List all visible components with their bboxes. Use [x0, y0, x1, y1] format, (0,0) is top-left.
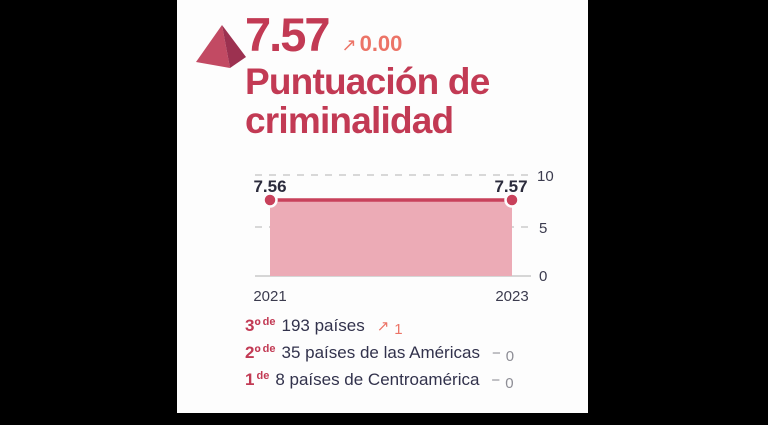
rank-scope-label: 35 países de las Américas: [281, 343, 480, 362]
ranking-row-global: 3º de 193 países ↗ 1: [245, 316, 514, 338]
trend-up-icon: ↗: [341, 35, 357, 55]
crime-score-card: 7.57 ↗ 0.00 Puntuación de criminalidad 7.…: [177, 0, 588, 413]
rank-ordinal-suffix: de: [262, 316, 276, 328]
score-delta: ↗ 0.00: [341, 31, 402, 57]
y-tick-0: 0: [539, 268, 547, 285]
point-label-2023: 7.57: [494, 177, 527, 196]
page-title-line2: criminalidad: [245, 100, 454, 141]
rank-number: 3º: [245, 316, 261, 335]
rank-number: 2º: [245, 343, 261, 362]
rank-change-value: 0: [505, 348, 515, 365]
no-change-icon: −: [491, 345, 501, 362]
rank-change-value: 1: [394, 321, 403, 338]
x-tick-2023: 2023: [495, 288, 528, 305]
data-point-2023: [504, 192, 520, 208]
rank-scope-label: 8 países de Centroamérica: [275, 370, 480, 389]
rank-ordinal-suffix: de: [262, 343, 276, 355]
x-tick-2021: 2021: [253, 288, 286, 305]
rank-number: 1: [245, 370, 255, 389]
page-title: Puntuación de criminalidad: [245, 62, 490, 140]
trend-up-icon: ↗: [376, 318, 390, 335]
rank-ordinal-suffix: de: [256, 370, 270, 382]
rank-change: −0: [491, 372, 514, 392]
score-value: 7.57: [245, 8, 330, 61]
y-tick-5: 5: [539, 220, 547, 237]
ranking-row-americas: 2º de 35 países de las Américas −0: [245, 343, 515, 365]
rank-change-value: 0: [505, 375, 514, 392]
score-trend-chart: 7.56 7.57 10 5 0 2021 2023: [253, 168, 554, 305]
score-delta-value: 0.00: [359, 31, 403, 56]
rank-scope-label: 193 países: [281, 316, 365, 335]
area-fill: [270, 200, 512, 276]
point-label-2021: 7.56: [253, 177, 286, 196]
pyramid-icon: [196, 25, 246, 68]
score-header: 7.57 ↗ 0.00: [245, 8, 402, 62]
data-point-2021: [262, 192, 278, 208]
no-change-icon: −: [491, 372, 501, 389]
ranking-row-centroamerica: 1 de 8 países de Centroamérica −0: [245, 370, 514, 392]
page-title-line1: Puntuación de: [245, 61, 490, 102]
rankings-list: 3º de 193 países ↗ 1 2º de 35 países de l…: [245, 316, 514, 397]
rank-change: −0: [491, 345, 515, 365]
y-tick-10: 10: [537, 168, 554, 185]
rank-change: ↗ 1: [376, 317, 403, 338]
